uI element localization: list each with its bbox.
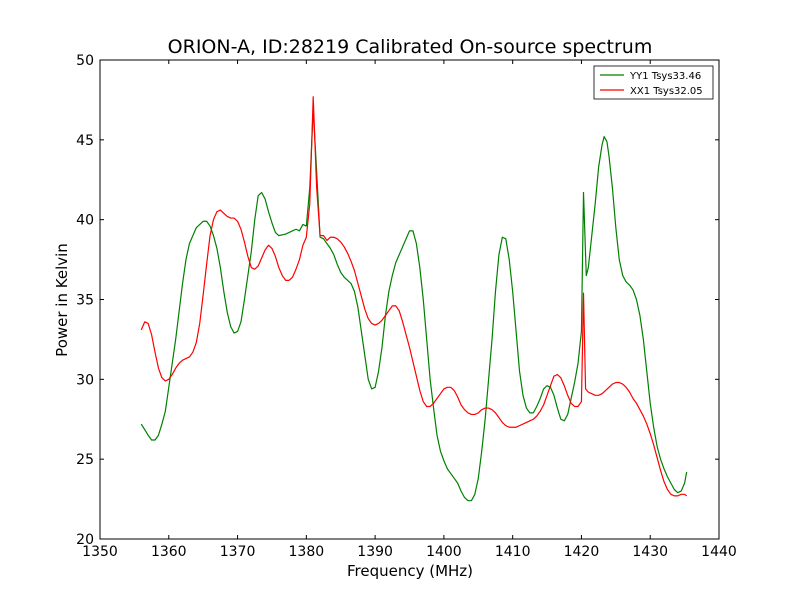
- legend: YY1 Tsys33.46 XX1 Tsys32.05: [593, 65, 714, 100]
- y-axis-label: Power in Kelvin: [53, 243, 71, 357]
- x-tick-label: 1390: [357, 544, 393, 560]
- y-tick-label: 25: [76, 452, 94, 468]
- x-tick-label: 1400: [426, 544, 462, 560]
- y-tick-label: 50: [76, 53, 94, 69]
- series-line-2: [140, 96, 688, 497]
- y-tick-label: 40: [76, 213, 94, 229]
- x-tick-label: 1420: [564, 544, 600, 560]
- y-tick-label: 20: [76, 532, 94, 548]
- legend-box: [593, 65, 714, 100]
- y-tick-label: 30: [76, 372, 94, 388]
- x-tick-label: 1430: [632, 544, 668, 560]
- x-axis-label: Frequency (MHz): [347, 562, 473, 580]
- y-tick-label: 45: [76, 133, 94, 149]
- legend-label-1: YY1 Tsys33.46: [629, 71, 701, 82]
- x-tick-label: 1440: [701, 544, 737, 560]
- axis-ticks: 1350 1360 1370 1380 1390 1400 1410 1420 1430 1440…: [76, 53, 737, 560]
- y-tick-label: 35: [76, 293, 94, 309]
- x-tick-label: 1410: [495, 544, 531, 560]
- x-tick-label: 1360: [151, 544, 187, 560]
- series-line-1: [140, 108, 688, 502]
- plot-area: [140, 96, 688, 502]
- x-tick-label: 1380: [289, 544, 325, 560]
- chart-title: ORION-A, ID:28219 Calibrated On-source s…: [168, 36, 653, 58]
- x-tick-label: 1350: [82, 544, 118, 560]
- legend-label-2: XX1 Tsys32.05: [630, 86, 703, 97]
- x-tick-label: 1370: [220, 544, 256, 560]
